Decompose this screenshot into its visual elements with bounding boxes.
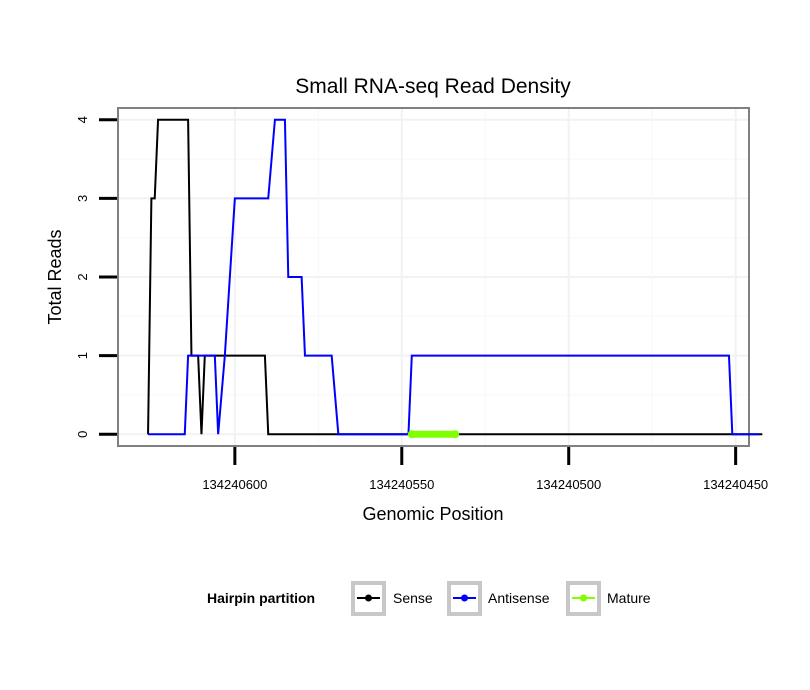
y-axis: 0 1 2 3 4	[75, 116, 117, 438]
legend-label-mature: Mature	[607, 590, 651, 606]
legend-key-dot-antisense	[461, 594, 468, 602]
x-tick-label-2: 134240500	[536, 477, 601, 492]
y-axis-title: Total Reads	[45, 229, 65, 324]
legend-label-sense: Sense	[393, 590, 433, 606]
y-tick-label-1: 1	[75, 352, 90, 359]
series-layer	[147, 118, 763, 439]
legend-key-dot-mature	[580, 594, 587, 602]
legend: Hairpin partition Sense Antisense Mature	[207, 581, 651, 616]
y-tick-label-0: 0	[75, 431, 90, 438]
x-tick-label-1: 134240550	[369, 477, 434, 492]
y-tick-label-2: 2	[75, 273, 90, 280]
legend-label-antisense: Antisense	[488, 590, 550, 606]
series-point-mature-1	[451, 430, 460, 439]
legend-item-antisense: Antisense	[447, 581, 550, 616]
legend-item-sense: Sense	[351, 581, 433, 616]
grid-lines	[119, 109, 748, 445]
legend-item-mature: Mature	[566, 581, 651, 616]
series-line-antisense	[148, 118, 760, 436]
x-tick-label-3: 134240450	[703, 477, 768, 492]
x-axis: 134240600 134240550 134240500 134240450	[202, 447, 768, 492]
legend-key-dot-sense	[365, 594, 372, 602]
y-tick-label-3: 3	[75, 195, 90, 202]
legend-title: Hairpin partition	[207, 590, 315, 606]
series-point-mature-0	[407, 430, 416, 439]
y-tick-label-4: 4	[75, 116, 90, 123]
x-tick-label-0: 134240600	[202, 477, 267, 492]
x-axis-title: Genomic Position	[362, 504, 503, 524]
chart-title: Small RNA-seq Read Density	[295, 75, 571, 98]
